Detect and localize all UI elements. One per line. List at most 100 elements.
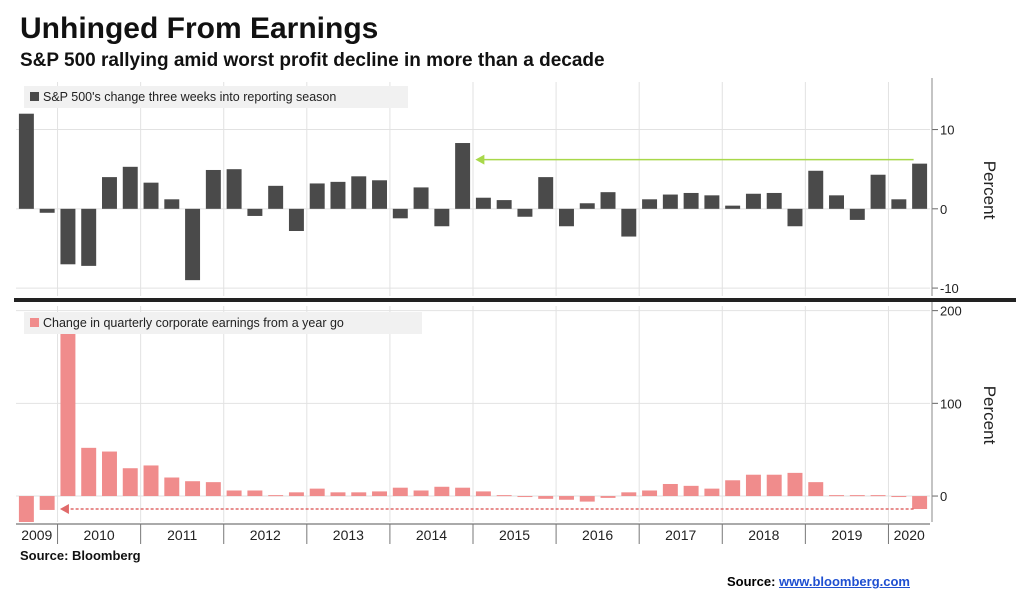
credit-line: Source: www.bloomberg.com: [727, 574, 910, 589]
bottom-bar: [455, 487, 471, 497]
bottom-bar: [829, 495, 845, 497]
bottom-bar: [558, 496, 574, 500]
bottom-bars: [18, 333, 928, 522]
bottom-bar: [662, 483, 678, 497]
top-bar: [226, 169, 242, 209]
top-bar: [205, 169, 221, 209]
top-y-label: Percent: [980, 161, 999, 220]
top-bar: [662, 194, 678, 209]
bottom-y-axis: 200 100 0: [931, 302, 962, 522]
bottom-bar: [101, 451, 117, 497]
year-label: 2015: [499, 527, 530, 543]
bottom-legend-bg: [24, 312, 422, 334]
top-arrow-head: [475, 154, 485, 165]
bottom-bar: [912, 496, 928, 510]
bottom-bar: [600, 496, 616, 498]
bottom-bar: [247, 490, 263, 497]
bottom-bar: [392, 487, 408, 497]
top-bar: [268, 185, 284, 209]
top-bars: [18, 113, 928, 281]
top-tick-label: 10: [940, 123, 954, 138]
bottom-bar: [870, 495, 886, 497]
bottom-bar: [891, 496, 907, 498]
bottom-bar: [288, 492, 304, 497]
bottom-bar: [185, 481, 201, 497]
top-bar: [413, 187, 429, 209]
top-panel: S&P 500's change three weeks into report…: [16, 78, 999, 296]
bottom-bar: [122, 468, 138, 497]
year-label: 2020: [894, 527, 925, 543]
year-label: 2014: [416, 527, 447, 543]
bottom-bar: [81, 447, 97, 497]
top-bar: [309, 183, 325, 209]
x-axis: 2009 2010 2011 2012 2013 2014 2015 2016 2017 2018…: [16, 523, 930, 544]
bottom-bar: [475, 491, 491, 497]
top-bar: [912, 163, 928, 209]
chart-source: Source: Bloomberg: [20, 548, 141, 563]
bloomberg-link[interactable]: www.bloomberg.com: [779, 574, 910, 589]
bottom-bar: [309, 488, 325, 497]
bottom-bar: [725, 480, 741, 497]
top-bar: [455, 143, 471, 209]
top-bar: [849, 208, 865, 220]
year-label: 2019: [831, 527, 862, 543]
top-bar: [330, 181, 346, 209]
bottom-legend: Change in quarterly corporate earnings f…: [24, 312, 422, 334]
bottom-bar: [372, 491, 388, 497]
bottom-bar: [579, 496, 595, 502]
top-legend-label: S&P 500's change three weeks into report…: [43, 90, 336, 104]
bottom-y-label: Percent: [980, 386, 999, 445]
top-bar: [891, 199, 907, 209]
top-bar: [600, 192, 616, 209]
bottom-bar: [683, 485, 699, 497]
bottom-bar: [18, 496, 34, 522]
top-bar: [829, 195, 845, 209]
credit-prefix: Source:: [727, 574, 780, 589]
bottom-bar: [413, 490, 429, 497]
bottom-bar: [205, 482, 221, 497]
bottom-bar: [496, 495, 512, 497]
chart-subtitle: S&P 500 rallying amid worst profit decli…: [20, 50, 605, 71]
year-label: 2012: [250, 527, 281, 543]
top-bar: [496, 200, 512, 209]
bottom-bar: [766, 474, 782, 497]
bottom-bar: [704, 488, 720, 497]
bottom-legend-label: Change in quarterly corporate earnings f…: [43, 316, 344, 330]
bottom-bar: [849, 495, 865, 497]
top-bar: [351, 176, 367, 209]
bottom-bar: [517, 496, 533, 498]
year-label: 2011: [167, 527, 197, 543]
top-bar: [517, 208, 533, 217]
bottom-bar: [745, 474, 761, 497]
bottom-bar: [808, 482, 824, 497]
top-bar: [725, 205, 741, 209]
top-bar: [143, 182, 159, 209]
top-bar: [870, 174, 886, 209]
top-tick-label: 0: [940, 202, 947, 217]
bottom-bar: [39, 496, 55, 510]
bottom-bar: [226, 490, 242, 497]
panel-divider: [14, 298, 1016, 302]
top-bar: [372, 180, 388, 209]
bottom-bar: [787, 472, 803, 497]
top-bar: [704, 195, 720, 209]
year-label: 2018: [748, 527, 779, 543]
bottom-panel: Change in quarterly corporate earnings f…: [16, 302, 999, 522]
top-bar: [475, 197, 491, 209]
top-bar: [164, 199, 180, 209]
bottom-arrow-head: [59, 504, 69, 515]
top-bar: [392, 208, 408, 219]
top-bar: [683, 192, 699, 209]
bottom-gridlines: [16, 306, 930, 522]
bottom-bar: [642, 490, 658, 497]
top-bar: [808, 170, 824, 209]
bottom-tick-label: 100: [940, 396, 962, 411]
bottom-tick-label: 0: [940, 489, 947, 504]
top-legend: S&P 500's change three weeks into report…: [24, 86, 408, 108]
top-bar: [434, 208, 450, 227]
top-bar: [39, 208, 55, 213]
bottom-tick-label: 200: [940, 304, 962, 319]
chart-title: Unhinged From Earnings: [20, 12, 379, 45]
top-bar: [101, 177, 117, 209]
top-bar: [558, 208, 574, 227]
